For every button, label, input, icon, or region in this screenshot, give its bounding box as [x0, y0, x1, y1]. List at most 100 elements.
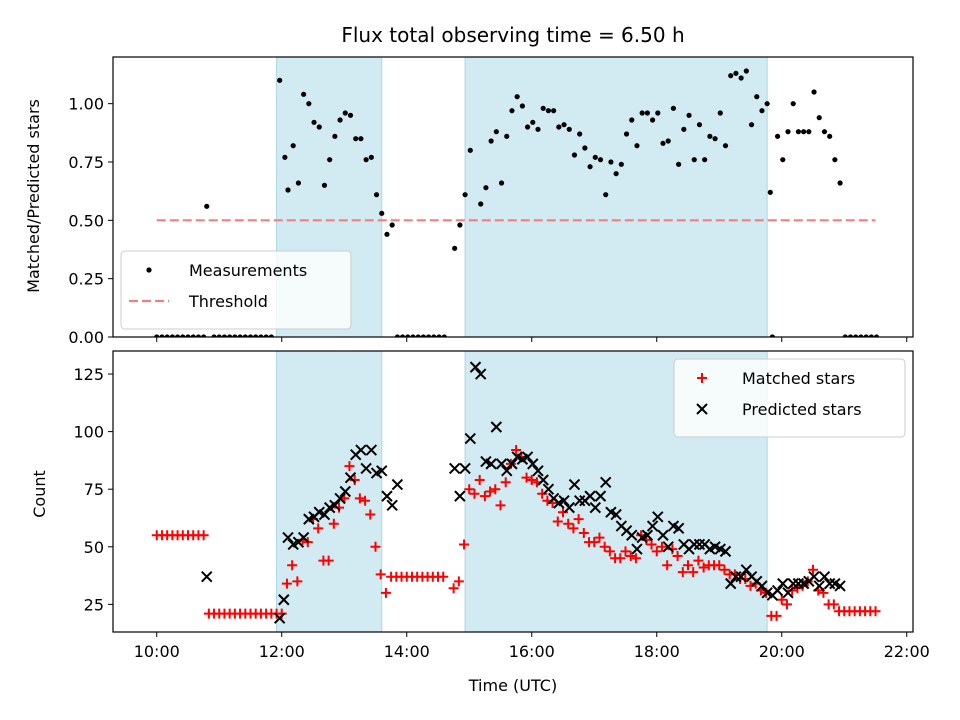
measurement-point: [769, 334, 775, 337]
matched-star-point: [625, 550, 636, 561]
measurement-point: [759, 108, 765, 114]
matched-star-point: [771, 610, 782, 621]
matched-star-point: [495, 500, 506, 511]
matched-star-point: [662, 560, 673, 571]
measurement-point: [347, 112, 354, 118]
legend-marker-matched: [697, 373, 707, 383]
predicted-star-point: [657, 529, 669, 541]
predicted-star-point: [688, 538, 700, 551]
measurement-point: [707, 133, 713, 139]
y-tick-label: 50: [84, 538, 104, 557]
matched-star-point: [568, 523, 579, 534]
predicted-star-point: [391, 478, 404, 491]
matched-star-point: [552, 516, 563, 527]
matched-star-point: [469, 488, 480, 499]
predicted-star-point: [813, 580, 825, 592]
matched-star-point: [870, 606, 881, 617]
measurement-point: [858, 334, 864, 337]
predicted-star-point: [818, 571, 831, 583]
matched-star-point: [683, 560, 693, 571]
measurement-point: [524, 124, 531, 130]
matched-star-point: [375, 569, 386, 580]
bottom-panel: 25 50 75 100 125 10:00 12:00 14:00 16:00 18:00 20:…: [73, 350, 930, 661]
predicted-star-point: [490, 421, 503, 433]
legend-marker-predicted: [696, 403, 708, 415]
measurement-point: [774, 133, 781, 139]
measurement-point: [733, 70, 739, 76]
predicted-star-point: [386, 499, 398, 512]
matched-star-point: [651, 546, 662, 557]
measurement-point: [863, 334, 869, 337]
measurement-point: [493, 129, 499, 135]
top-y-axis-label: Matched/Predicted stars: [24, 99, 43, 293]
matched-star-point: [370, 541, 381, 552]
predicted-star-point: [464, 432, 476, 445]
measurement-point: [587, 164, 593, 170]
measurement-point: [681, 126, 687, 132]
legend-label: Measurements: [189, 261, 307, 280]
matched-star-point: [787, 585, 798, 596]
measurement-point: [639, 110, 645, 116]
measurement-point: [623, 131, 630, 137]
predicted-star-point: [339, 485, 351, 498]
measurement-point: [462, 192, 468, 198]
predicted-star-point: [730, 571, 742, 583]
predicted-star-point: [787, 577, 799, 590]
measurement-point: [832, 157, 838, 163]
measurement-point: [190, 334, 196, 337]
matched-star-point: [490, 484, 501, 495]
matched-star-point: [558, 507, 568, 518]
matched-star-point: [349, 474, 360, 485]
x-tick-label: 16:00: [509, 642, 555, 661]
measurement-point: [363, 157, 369, 163]
measurement-point: [420, 334, 427, 337]
matched-star-point: [198, 530, 209, 541]
predicted-star-point: [662, 541, 674, 553]
predicted-star-point: [808, 571, 820, 583]
matched-star-point: [334, 502, 345, 513]
axes-frame: [112, 56, 914, 338]
legend-marker-measurements: [146, 267, 152, 273]
predicted-star-point: [725, 577, 737, 590]
predicted-star-point: [344, 471, 357, 484]
x-tick-label: 22:00: [884, 642, 930, 661]
predicted-star-point: [329, 499, 341, 512]
measurement-point: [873, 334, 880, 337]
matched-star-point: [328, 518, 339, 529]
matched-star-point: [573, 514, 584, 525]
matched-star-point: [537, 488, 548, 499]
measurement-point: [185, 334, 191, 337]
measurement-point: [717, 110, 723, 116]
measurement-point: [282, 154, 288, 160]
predicted-star-point: [626, 529, 638, 541]
measurement-point: [415, 334, 421, 337]
measurement-point: [174, 334, 181, 337]
y-tick-label: 25: [84, 595, 104, 614]
predicted-star-point: [448, 462, 461, 475]
matched-star-point: [620, 546, 631, 557]
predicted-star-point: [631, 543, 643, 555]
measurement-point: [545, 108, 552, 114]
plot-area: [154, 68, 880, 337]
measurement-point: [342, 110, 348, 116]
measurement-point: [827, 133, 833, 139]
y-tick-label: 1.00: [68, 95, 104, 114]
measurement-point: [842, 334, 848, 337]
measurement-point: [384, 231, 390, 237]
measurement-point: [247, 334, 254, 337]
predicted-star-point: [485, 458, 497, 470]
measurement-point: [738, 75, 744, 81]
predicted-star-point: [475, 368, 487, 380]
measurement-point: [561, 122, 567, 128]
measurement-point: [702, 157, 708, 163]
measurement-point: [504, 133, 510, 139]
y-tick-label: 0.00: [68, 328, 104, 347]
predicted-star-point: [646, 520, 659, 532]
measurement-point: [483, 185, 489, 191]
matched-star-point: [281, 578, 292, 589]
predicted-star-point: [740, 564, 753, 576]
measurement-point: [551, 108, 557, 114]
measurement-point: [613, 171, 619, 177]
measurement-point: [767, 189, 773, 195]
measurement-point: [232, 334, 238, 337]
